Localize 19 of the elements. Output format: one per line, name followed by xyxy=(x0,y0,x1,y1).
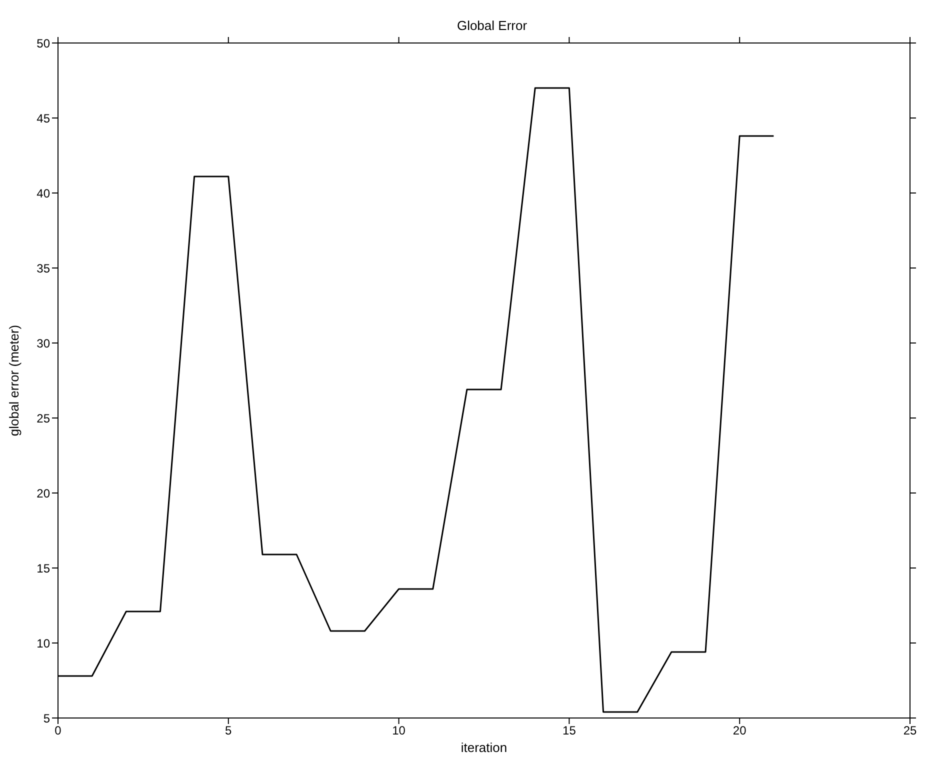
y-tick-label: 45 xyxy=(36,111,50,126)
chart-title: Global Error xyxy=(456,18,528,33)
x-tick-label: 15 xyxy=(562,724,576,738)
x-axis-title: iteration xyxy=(460,740,508,755)
y-tick-label: 40 xyxy=(36,186,50,200)
x-tick-label: 10 xyxy=(392,724,406,738)
x-tick-label: 25 xyxy=(903,724,917,738)
y-tick-label: 5 xyxy=(43,711,50,726)
y-tick-label: 20 xyxy=(36,486,50,500)
y-tick-label: 50 xyxy=(36,36,50,50)
y-tick-label: 30 xyxy=(36,336,50,350)
x-tick-label: 20 xyxy=(732,724,747,738)
x-tick-label: 5 xyxy=(225,724,232,738)
y-tick-label: 25 xyxy=(36,411,50,426)
y-tick-label: 35 xyxy=(36,261,50,276)
y-tick-label: 10 xyxy=(36,636,50,650)
y-axis-title: global error (meter) xyxy=(6,324,22,436)
y-tick-label: 15 xyxy=(36,561,50,576)
x-tick-label: 0 xyxy=(54,724,62,738)
